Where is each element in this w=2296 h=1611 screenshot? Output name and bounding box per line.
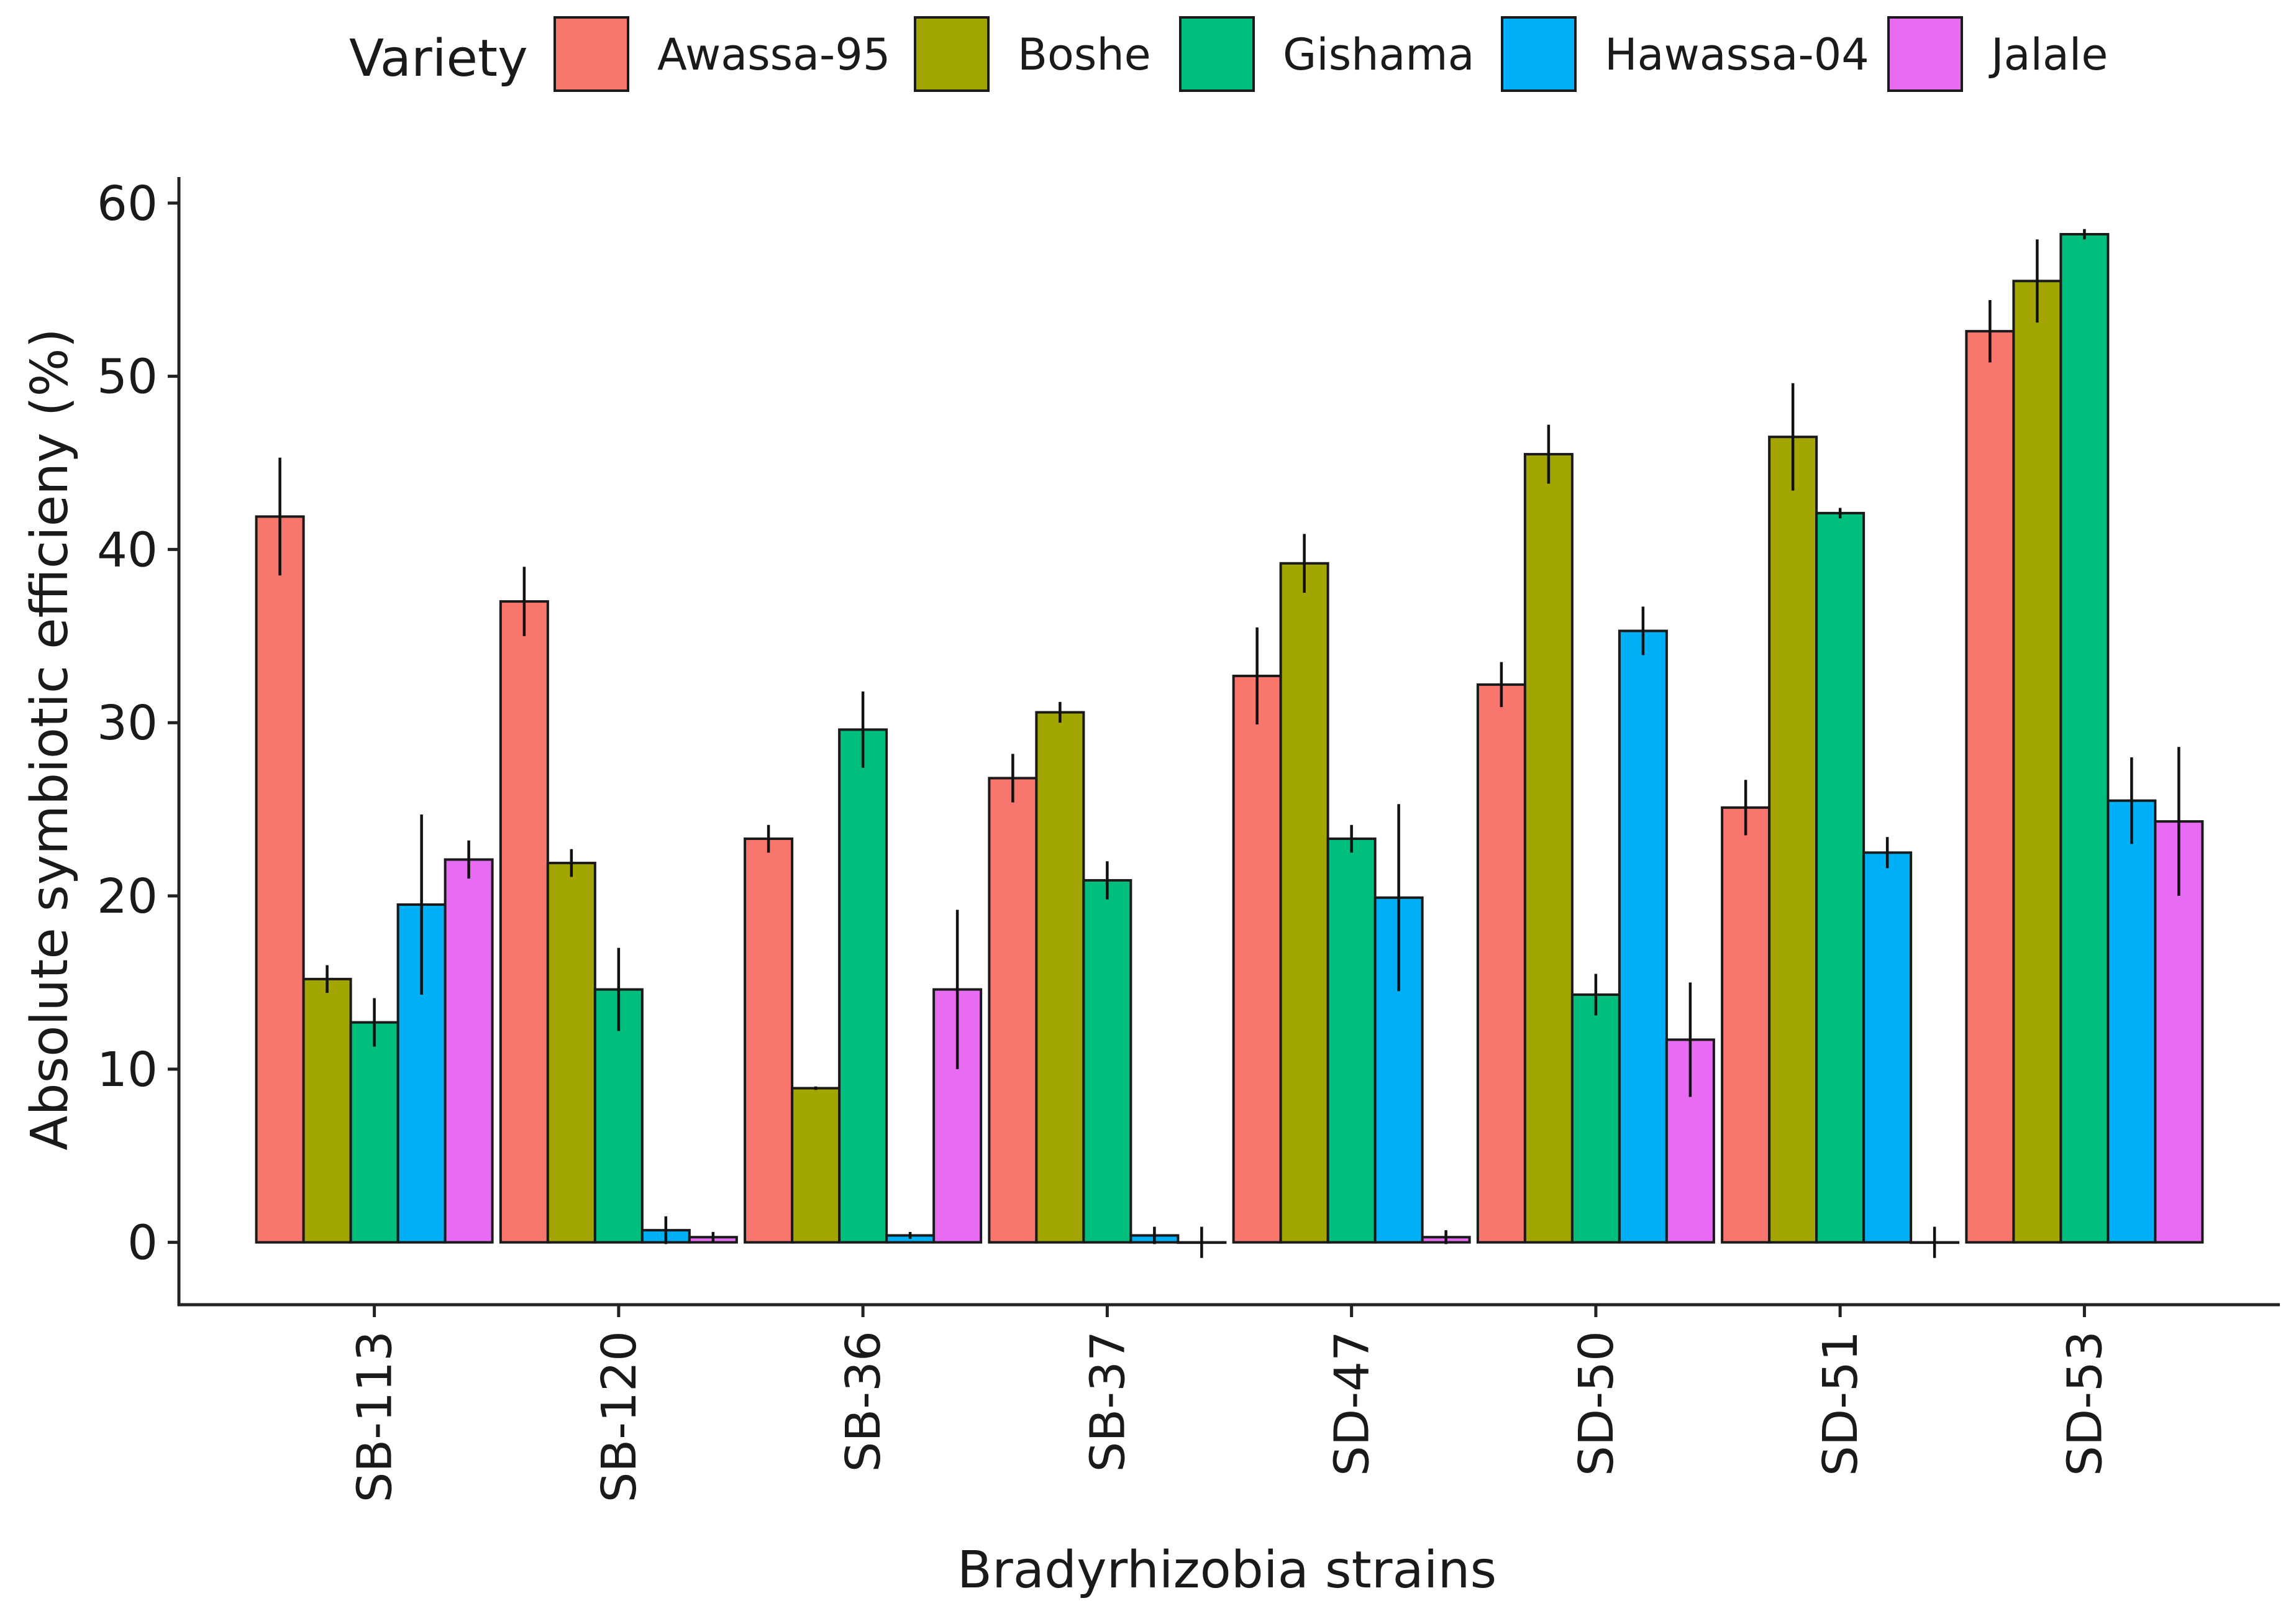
- legend-key-boshe: [914, 16, 990, 92]
- x-tick-label: SB-37: [1080, 1331, 1136, 1472]
- bar-gishama-sb-120: [593, 988, 644, 1244]
- legend-label-boshe: Boshe: [1018, 29, 1151, 80]
- bar-jalale-sb-113: [444, 858, 494, 1244]
- y-tick-label: 30: [97, 696, 158, 751]
- bar-gishama-sd-50: [1570, 993, 1621, 1244]
- bar-gishama-sd-51: [1815, 511, 1866, 1244]
- legend-label-gishama: Gishama: [1283, 29, 1475, 80]
- bar-awassa-95-sb-37: [988, 777, 1038, 1244]
- legend-label-awassa-95: Awassa-95: [657, 29, 890, 80]
- y-tick-label: 0: [127, 1216, 158, 1271]
- x-axis-ticks: SB-113 SB-120 SB-36 SB-37 SD-47 SD-50 SD-51 SD-…: [348, 1305, 2113, 1502]
- bar-hawassa-04-sd-53: [2107, 799, 2157, 1244]
- bar-gishama-sb-113: [349, 1021, 399, 1244]
- x-axis-title: Bradyrhizobia strains: [957, 1541, 1497, 1600]
- bar-gishama-sd-47: [1326, 837, 1377, 1244]
- bar-boshe-sb-113: [302, 977, 352, 1244]
- legend-key-awassa-95: [554, 16, 629, 92]
- legend-key-gishama: [1179, 16, 1255, 92]
- y-tick-label: 50: [97, 350, 158, 405]
- x-tick-label: SB-36: [836, 1331, 891, 1472]
- bar-boshe-sb-120: [546, 862, 596, 1244]
- bar-awassa-95-sb-113: [255, 515, 305, 1244]
- bar-gishama-sd-53: [2059, 233, 2110, 1244]
- legend-key-hawassa-04: [1501, 16, 1577, 92]
- legend-title: Variety: [349, 29, 528, 88]
- y-tick-label: 60: [97, 176, 158, 232]
- bar-boshe-sb-37: [1035, 711, 1085, 1244]
- x-tick-label: SD-50: [1569, 1331, 1624, 1476]
- y-axis-ticks: 0 10 20 30 40 50 60: [97, 176, 179, 1271]
- x-tick-label: SB-113: [348, 1331, 403, 1502]
- bar-boshe-sd-51: [1768, 436, 1818, 1244]
- bar-awassa-95-sd-50: [1476, 683, 1526, 1244]
- legend-label-jalale: Jalale: [1988, 29, 2108, 80]
- bar-hawassa-04-sd-51: [1862, 851, 1913, 1244]
- bar-gishama-sb-37: [1082, 879, 1132, 1244]
- bar-gishama-sb-36: [838, 728, 888, 1244]
- error-bars-layer: [278, 229, 2180, 1258]
- bar-hawassa-04-sd-50: [1618, 629, 1668, 1244]
- bar-awassa-95-sd-53: [1965, 330, 2015, 1244]
- x-tick-label: SD-53: [2057, 1331, 2113, 1476]
- y-tick-label: 20: [97, 869, 158, 924]
- y-axis-title: Absolute symbiotic efficieny (%): [20, 328, 80, 1150]
- legend-key-jalale: [1887, 16, 1963, 92]
- x-tick-label: SB-120: [592, 1331, 647, 1502]
- bar-awassa-95-sb-120: [499, 600, 549, 1244]
- legend-label-hawassa-04: Hawassa-04: [1605, 29, 1869, 80]
- legend: Variety Awassa-95 Boshe Gishama Hawassa-04 J…: [349, 16, 2108, 92]
- bar-awassa-95-sd-51: [1721, 806, 1771, 1244]
- bar-awassa-95-sd-47: [1232, 674, 1282, 1244]
- bar-boshe-sd-53: [2012, 280, 2062, 1244]
- x-tick-label: SD-51: [1813, 1331, 1869, 1476]
- bar-boshe-sd-50: [1523, 453, 1574, 1244]
- y-tick-label: 40: [97, 523, 158, 578]
- y-tick-label: 10: [97, 1043, 158, 1098]
- bar-boshe-sd-47: [1279, 562, 1329, 1244]
- bar-boshe-sb-36: [791, 1087, 841, 1244]
- bar-awassa-95-sb-36: [744, 837, 794, 1244]
- x-tick-label: SD-47: [1325, 1331, 1380, 1476]
